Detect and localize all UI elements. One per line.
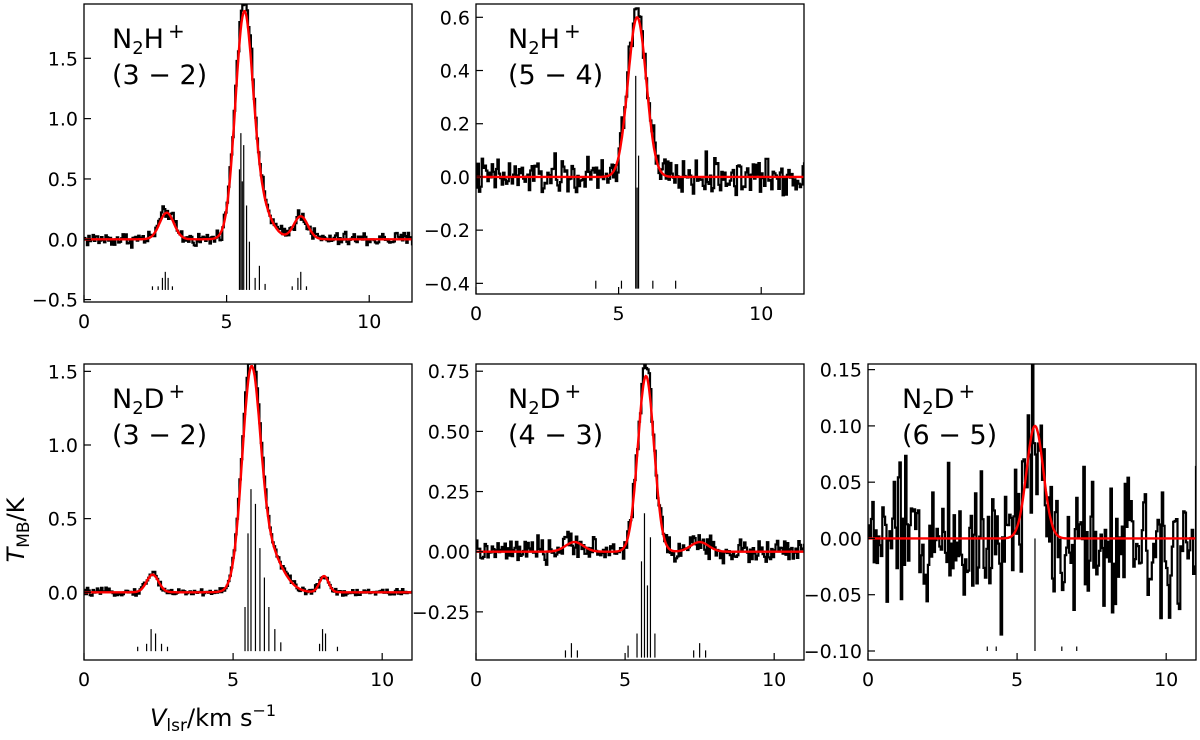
model-fit-curve [84,9,412,241]
x-tick-label: 5 [221,311,233,333]
molecule-label: N2D + [902,379,975,419]
observed-spectrum [868,364,1196,636]
x-tick-label: 0 [470,303,482,325]
x-tick-label: 10 [1154,669,1178,691]
transition-label: (5 − 4) [508,60,603,91]
molecule-label: N2D + [112,379,185,419]
y-tick-label: −0.5 [32,290,78,312]
x-tick-label: 0 [78,669,90,691]
molecule-label: N2H + [508,19,581,59]
y-tick-label: 0.0 [440,167,470,189]
axes-frame [83,363,413,661]
spectrum-panel-1: 0 5 10 −0.5 0.0 0.5 1.0 1.5 N2H +(3 − 2) [32,3,413,333]
x-tick-label: 5 [227,669,239,691]
observed-spectrum [84,364,412,597]
y-tick-label: 0.10 [820,416,862,438]
axes-frame [475,3,805,295]
plot-area [476,7,804,289]
y-tick-label: 0.5 [48,509,78,531]
transition-label: (4 − 3) [508,420,603,451]
molecule-label: N2D + [508,379,581,419]
axes-frame [867,363,1197,661]
y-tick-label: 0.00 [820,528,862,550]
plot-area [868,364,1196,651]
y-axis-title: TMB/K [2,496,34,562]
plot-area [84,4,412,290]
y-tick-label: −0.10 [804,641,862,663]
plot-area [476,364,804,658]
x-axis-title: Vlsr/km s−1 [150,701,276,736]
y-tick-label: 1.5 [48,361,78,383]
x-tick-label: 10 [762,669,786,691]
x-tick-label: 0 [470,669,482,691]
y-tick-label: 0.15 [820,360,862,382]
x-tick-label: 10 [370,669,394,691]
y-tick-label: 0.05 [820,472,862,494]
y-tick-label: −0.05 [804,585,862,607]
spectrum-panel-2: 0 5 10 −0.4 −0.2 0.0 0.2 0.4 0.6 N2H +(5 − 4) [424,3,805,325]
y-tick-label: 0.2 [440,114,470,136]
y-tick-label: −0.2 [424,220,470,242]
spectrum-panel-4: 0 5 10 −0.25 0.00 0.25 0.50 0.75 N2D +(4 − 3) [412,361,805,691]
y-tick-label: 1.5 [48,48,78,70]
y-tick-label: 0.50 [428,421,470,443]
x-tick-label: 5 [613,303,625,325]
transition-label: (6 − 5) [902,420,997,451]
plot-area [84,364,412,652]
axes-frame [475,363,805,661]
molecule-label: N2H + [112,19,185,59]
spectrum-panel-3: 0 5 10 0.0 0.5 1.0 1.5 N2D +(3 − 2) [48,361,413,691]
y-tick-label: 0.4 [440,61,470,83]
transition-label: (3 − 2) [112,60,207,91]
x-tick-label: 10 [357,311,381,333]
spectrum-panel-5: 0 5 10 −0.10 −0.05 0.00 0.05 0.10 0.15 N2D +(6 − 5… [804,360,1197,691]
y-tick-label: 0.0 [48,582,78,604]
model-fit-curve [476,374,804,553]
y-tick-label: 0.5 [48,169,78,191]
model-fit-curve [868,424,1196,540]
x-tick-label: 10 [749,303,773,325]
model-fit-curve [84,365,412,594]
y-tick-label: −0.4 [424,273,470,295]
y-tick-label: 1.0 [48,435,78,457]
x-tick-label: 0 [78,311,90,333]
y-tick-label: 0.6 [440,7,470,29]
y-tick-label: 0.0 [48,229,78,251]
y-tick-label: −0.25 [412,602,470,624]
y-tick-label: 0.00 [428,542,470,564]
x-tick-label: 5 [619,669,631,691]
y-tick-label: 0.75 [428,361,470,383]
y-tick-label: 1.0 [48,109,78,131]
x-tick-label: 0 [862,669,874,691]
y-tick-label: 0.25 [428,482,470,504]
x-tick-label: 5 [1011,669,1023,691]
model-fit-curve [476,16,804,179]
axes-frame [83,3,413,303]
observed-spectrum [476,7,804,197]
transition-label: (3 − 2) [112,420,207,451]
